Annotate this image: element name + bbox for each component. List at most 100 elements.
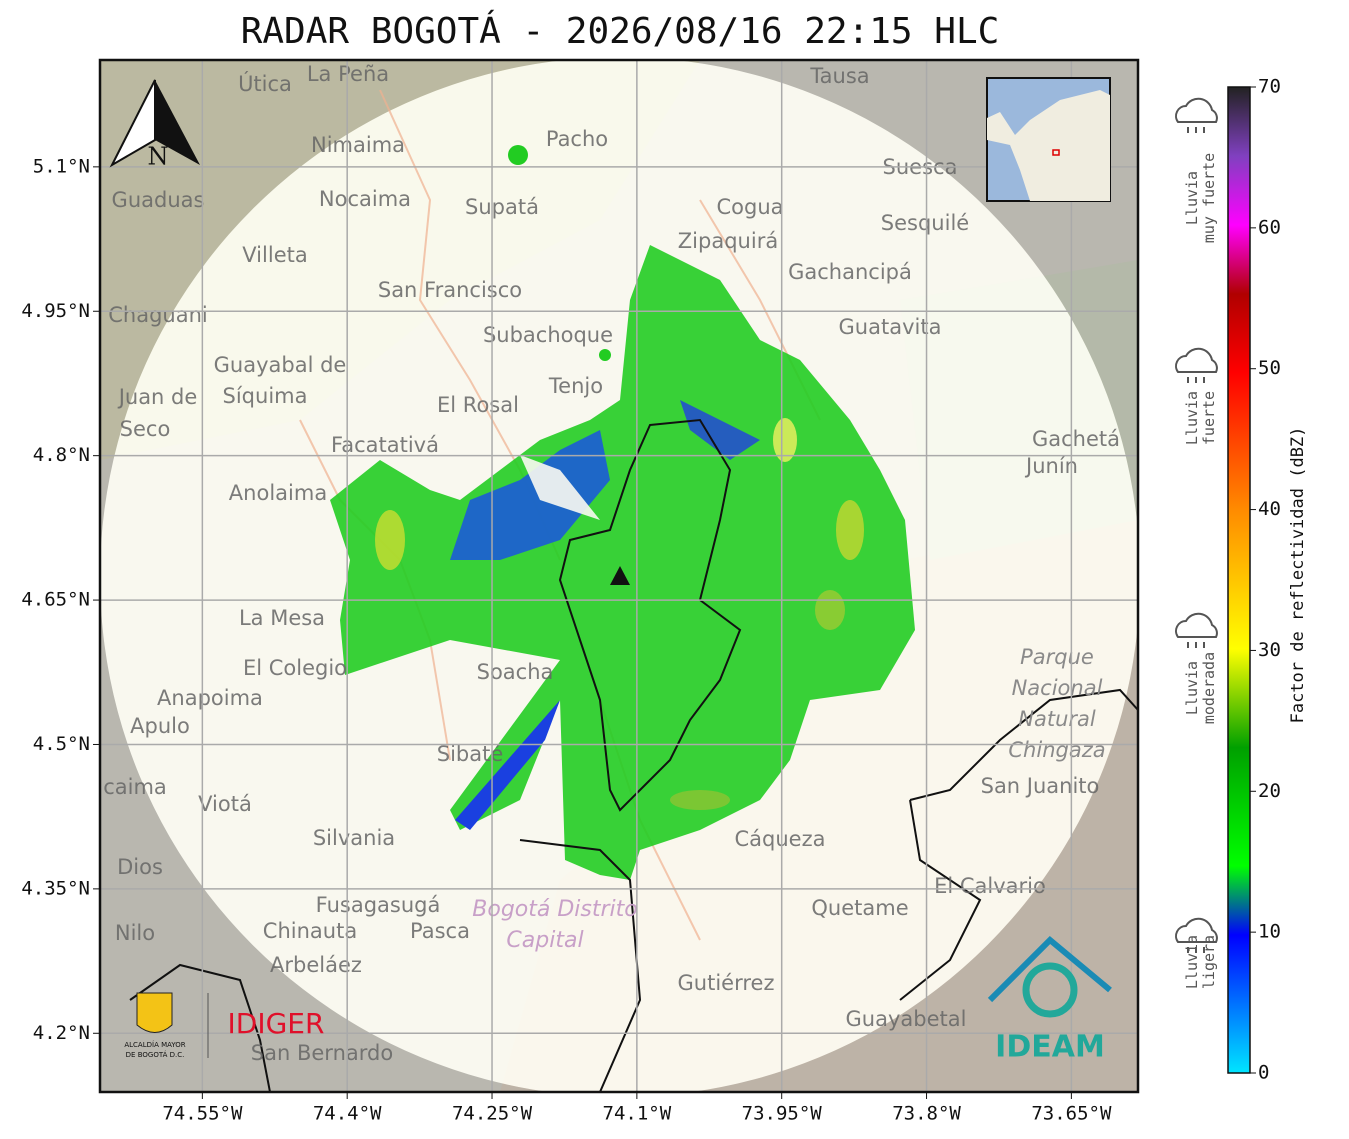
place-label: Junín — [1024, 454, 1078, 478]
place-label: Nilo — [115, 921, 155, 945]
place-label: Gachetá — [1032, 427, 1120, 451]
place-label: Zipaquirá — [678, 229, 778, 253]
place-label: Guayabal de — [214, 353, 347, 377]
rain-drops — [1187, 642, 1205, 648]
north-label: N — [148, 143, 169, 171]
y-tick-label: 4.35°N — [21, 877, 90, 899]
place-label: Cogua — [716, 195, 783, 219]
colorbar-tick-label: 60 — [1258, 216, 1281, 238]
north-arrow: N — [109, 79, 200, 171]
place-label: Tausa — [809, 64, 869, 88]
place-label: Quetame — [811, 896, 908, 920]
x-tick-label: 74.25°W — [452, 1103, 533, 1125]
place-label: Guatavita — [839, 315, 942, 339]
place-label: La Mesa — [239, 606, 325, 630]
x-tick-label: 74.4°W — [313, 1103, 382, 1125]
place-label: Facatativá — [331, 433, 439, 457]
rain-icon — [1175, 347, 1218, 373]
place-label: Cáqueza — [735, 827, 826, 851]
radar-echoes — [330, 145, 915, 880]
place-label: Síquima — [223, 384, 308, 408]
place-label: Nocaima — [319, 187, 411, 211]
place-label: Villeta — [242, 243, 307, 267]
place-label: Chinauta — [263, 919, 357, 943]
grid — [100, 60, 1138, 1092]
y-tick-label: 4.95°N — [21, 300, 90, 322]
axes: 74.55°W 74.4°W 74.25°W 74.1°W 73.95°W 73.8°W 7… — [21, 155, 1112, 1124]
place-label: Pacho — [546, 127, 608, 151]
colorbar-label: Factor de reflectividad (dBZ) — [1288, 427, 1308, 724]
rain-level-label: Lluvia — [1183, 171, 1201, 225]
place-label: Gutiérrez — [678, 971, 775, 995]
rain-level-label: ligera — [1200, 935, 1218, 989]
place-label: Soacha — [477, 660, 554, 684]
colorbar-tick-label: 0 — [1258, 1062, 1269, 1084]
y-tick-label: 4.5°N — [33, 733, 90, 755]
place-label: Guaduas — [112, 188, 205, 212]
colorbar-tick-label: 50 — [1258, 357, 1281, 379]
x-tick-label: 73.65°W — [1031, 1103, 1112, 1125]
rain-level-label: moderada — [1200, 652, 1218, 724]
rain-icon — [1175, 917, 1218, 943]
rain-icon — [1175, 612, 1218, 638]
place-label: San Juanito — [981, 774, 1100, 798]
rain-level-label: Lluvia — [1183, 661, 1201, 715]
district-boundary — [558, 418, 742, 812]
place-label: El Colegio — [243, 656, 347, 680]
place-label: San Bernardo — [251, 1041, 393, 1065]
place-label: El Rosal — [437, 393, 519, 417]
place-label: San Francisco — [378, 278, 522, 302]
place-label: Anapoima — [157, 686, 263, 710]
place-label: Viotá — [198, 792, 252, 816]
place-label: Seco — [120, 417, 171, 441]
ideam-text: IDEAM — [995, 1030, 1105, 1065]
place-label: Anolaima — [229, 481, 327, 505]
radar-site — [610, 566, 630, 585]
colorbar-tick-label: 40 — [1258, 498, 1281, 520]
title: RADAR BOGOTÁ - 2026/08/16 22:15 HLC — [241, 10, 1000, 52]
x-tick-label: 74.55°W — [162, 1103, 243, 1125]
rain-level-label: Lluvia — [1183, 935, 1201, 989]
place-label: Sesquilé — [881, 211, 969, 235]
department-boundary — [129, 688, 1138, 1092]
place-label: Sibaté — [437, 742, 504, 766]
idiger-logo: IDIGER — [228, 1007, 325, 1040]
park-label: Natural — [1018, 707, 1096, 731]
place-label: Subachoque — [483, 323, 613, 347]
alcaldia-text: ALCALDÍA MAYOR — [124, 1040, 185, 1049]
y-tick-label: 4.8°N — [33, 444, 90, 466]
place-label: Guayabetal — [846, 1007, 967, 1031]
colorbar-tick-label: 10 — [1258, 921, 1281, 943]
rain-drops — [1187, 377, 1205, 383]
rain-level-label: fuerte — [1200, 391, 1218, 445]
rain-drops — [1187, 947, 1205, 953]
rain-level-label: muy fuerte — [1200, 153, 1218, 243]
rain-level-label: Lluvia — [1183, 391, 1201, 445]
y-tick-label: 5.1°N — [33, 155, 90, 177]
y-tick-label: 4.2°N — [33, 1022, 90, 1044]
inset-map — [986, 77, 1111, 202]
park-label: Chingaza — [1008, 738, 1105, 762]
place-label: Nimaima — [311, 133, 405, 157]
place-label: Pasca — [410, 919, 470, 943]
y-tick-label: 4.65°N — [21, 589, 90, 611]
place-label: La Peña — [307, 62, 389, 86]
map-frame — [98, 58, 1140, 1094]
place-label: Apulo — [130, 714, 190, 738]
rain-drops — [1187, 127, 1205, 133]
place-label: Supatá — [465, 195, 539, 219]
colorbar-tick-label: 70 — [1258, 76, 1281, 98]
place-label: Silvania — [313, 826, 395, 850]
place-label: Tenjo — [548, 374, 603, 398]
x-tick-label: 74.1°W — [603, 1103, 672, 1125]
district-label: Capital — [506, 928, 583, 953]
place-label: Dios — [117, 855, 163, 879]
rain-icon — [1175, 97, 1218, 123]
place-label: Juan de — [117, 385, 198, 409]
place-label: Arbeláez — [270, 953, 362, 977]
x-tick-label: 73.8°W — [892, 1103, 961, 1125]
park-label: Nacional — [1012, 676, 1103, 700]
colorbar-tick-label: 20 — [1258, 780, 1281, 802]
